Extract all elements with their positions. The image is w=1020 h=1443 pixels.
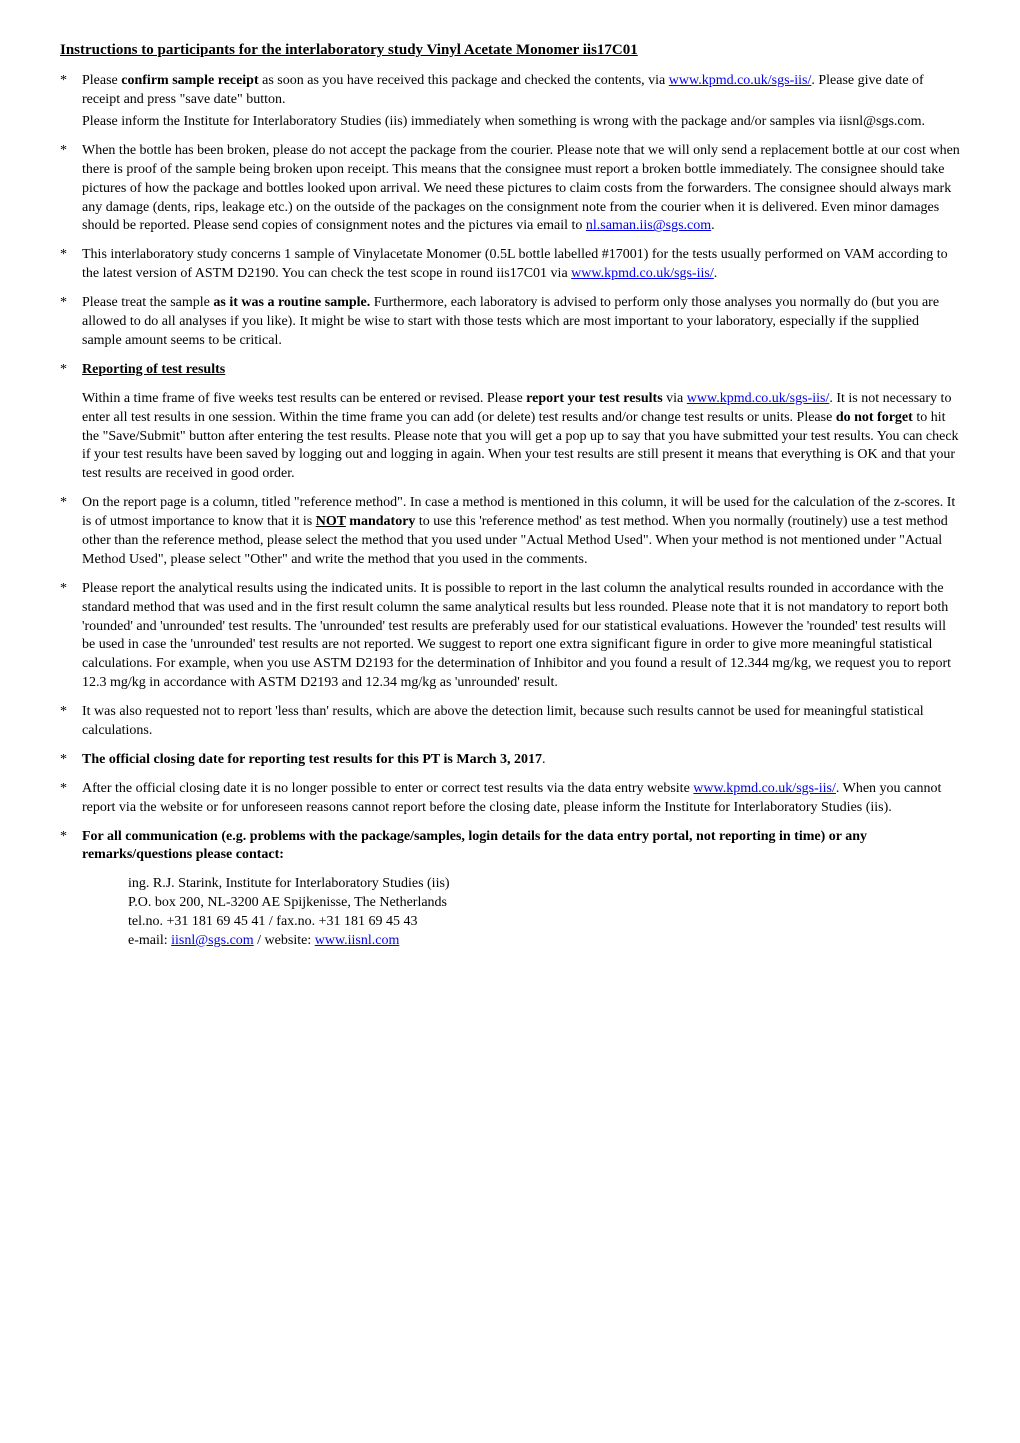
- text-bold: The official closing date for reporting …: [82, 752, 542, 767]
- section-heading: Reporting of test results: [82, 362, 225, 377]
- text: Please inform the Institute for Interlab…: [82, 113, 960, 132]
- contact-line: P.O. box 200, NL-3200 AE Spijkenisse, Th…: [128, 894, 960, 913]
- website-link[interactable]: www.iisnl.com: [315, 933, 400, 948]
- item-content: After the official closing date it is no…: [82, 780, 960, 818]
- link[interactable]: www.kpmd.co.uk/sgs-iis/: [571, 266, 714, 281]
- item-content: Please confirm sample receipt as soon as…: [82, 72, 960, 132]
- item-content: Please treat the sample as it was a rout…: [82, 294, 960, 351]
- contact-line: ing. R.J. Starink, Institute for Interla…: [128, 875, 960, 894]
- email-link[interactable]: iisnl@sgs.com: [171, 933, 254, 948]
- list-item: * Please confirm sample receipt as soon …: [60, 72, 960, 132]
- text: Please: [82, 73, 121, 88]
- text: Please treat the sample: [82, 295, 213, 310]
- link[interactable]: www.kpmd.co.uk/sgs-iis/: [669, 73, 812, 88]
- text: e-mail:: [128, 933, 171, 948]
- bullet: *: [60, 703, 82, 741]
- text-bold-underline: NOT: [316, 514, 346, 529]
- text: / website:: [254, 933, 315, 948]
- text: .: [714, 266, 718, 281]
- list-item: * Reporting of test results Within a tim…: [60, 361, 960, 484]
- text-bold: confirm sample receipt: [121, 73, 258, 88]
- list-item: * This interlaboratory study concerns 1 …: [60, 246, 960, 284]
- bullet: *: [60, 72, 82, 132]
- item-content: The official closing date for reporting …: [82, 751, 960, 770]
- item-content: When the bottle has been broken, please …: [82, 142, 960, 236]
- text-bold: as it was a routine sample.: [213, 295, 370, 310]
- item-content: This interlaboratory study concerns 1 sa…: [82, 246, 960, 284]
- list-item: * The official closing date for reportin…: [60, 751, 960, 770]
- link[interactable]: www.kpmd.co.uk/sgs-iis/: [693, 781, 836, 796]
- text-bold: For all communication (e.g. problems wit…: [82, 829, 867, 863]
- list-item: * When the bottle has been broken, pleas…: [60, 142, 960, 236]
- page-title: Instructions to participants for the int…: [60, 40, 960, 60]
- list-item: * On the report page is a column, titled…: [60, 494, 960, 570]
- contact-line: tel.no. +31 181 69 45 41 / fax.no. +31 1…: [128, 913, 960, 932]
- text: .: [542, 752, 546, 767]
- text: .: [711, 218, 715, 233]
- item-content: Please report the analytical results usi…: [82, 580, 960, 693]
- contact-line: e-mail: iisnl@sgs.com / website: www.iis…: [128, 932, 960, 951]
- bullet: *: [60, 142, 82, 236]
- bullet: *: [60, 361, 82, 484]
- contact-block: ing. R.J. Starink, Institute for Interla…: [128, 875, 960, 951]
- bullet: *: [60, 246, 82, 284]
- item-content: For all communication (e.g. problems wit…: [82, 828, 960, 866]
- text: This interlaboratory study concerns 1 sa…: [82, 247, 948, 281]
- text: via: [663, 391, 687, 406]
- text: When the bottle has been broken, please …: [82, 143, 960, 234]
- bullet: *: [60, 294, 82, 351]
- bullet: *: [60, 751, 82, 770]
- list-item: * For all communication (e.g. problems w…: [60, 828, 960, 866]
- text: as soon as you have received this packag…: [259, 73, 669, 88]
- item-content: Reporting of test results Within a time …: [82, 361, 960, 484]
- list-item: * It was also requested not to report 'l…: [60, 703, 960, 741]
- list-item: * Please report the analytical results u…: [60, 580, 960, 693]
- list-item: * Please treat the sample as it was a ro…: [60, 294, 960, 351]
- bullet: *: [60, 494, 82, 570]
- text: After the official closing date it is no…: [82, 781, 693, 796]
- text-bold: report your test results: [526, 391, 662, 406]
- bullet: *: [60, 828, 82, 866]
- item-content: It was also requested not to report 'les…: [82, 703, 960, 741]
- text-bold: mandatory: [346, 514, 416, 529]
- text-bold: do not forget: [836, 410, 913, 425]
- bullet: *: [60, 580, 82, 693]
- link[interactable]: www.kpmd.co.uk/sgs-iis/: [687, 391, 830, 406]
- bullet: *: [60, 780, 82, 818]
- list-item: * After the official closing date it is …: [60, 780, 960, 818]
- item-content: On the report page is a column, titled "…: [82, 494, 960, 570]
- text: Within a time frame of five weeks test r…: [82, 391, 526, 406]
- link[interactable]: nl.saman.iis@sgs.com: [586, 218, 711, 233]
